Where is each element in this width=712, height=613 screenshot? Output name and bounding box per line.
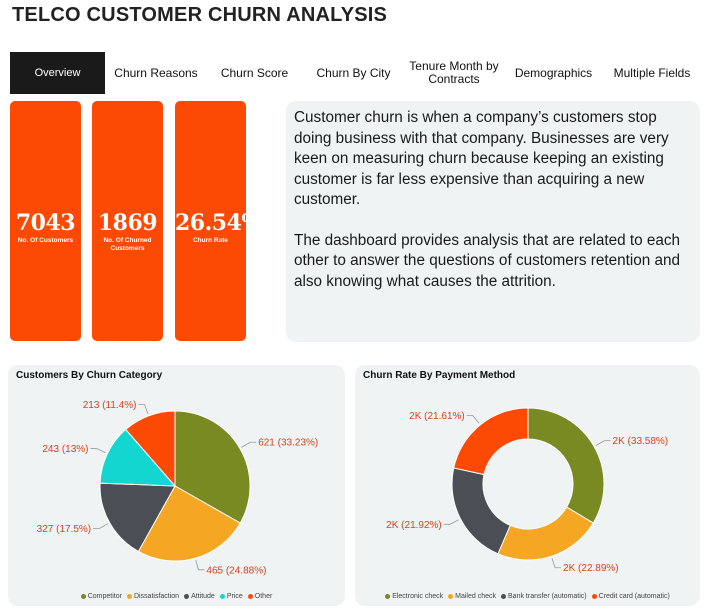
tab-churn-reasons[interactable]: Churn Reasons	[114, 65, 198, 80]
legend-item-price: Price	[219, 593, 243, 600]
tab-churn-score[interactable]: Churn Score	[220, 65, 289, 80]
data-label-credit-card-automatic: 2K (21.61%)	[409, 411, 465, 422]
data-label-electronic-check: 2K (33.58%)	[613, 436, 669, 447]
payment-method-card: Churn Rate By Payment Method 2K (33.58%)…	[355, 365, 700, 606]
leader-line-price	[90, 448, 106, 454]
tab-multiple-fields[interactable]: Multiple Fields	[613, 65, 691, 80]
leader-line-attitude	[93, 523, 109, 530]
kpi-churn-rate-value: 26.54%	[175, 210, 262, 236]
kpi-customers-card: 7043 No. Of Customers	[10, 101, 81, 341]
legend-dot-icon	[501, 594, 507, 599]
churn-category-card: Customers By Churn Category 621 (33.23%)…	[8, 365, 345, 606]
kpi-churned-card: 1869 No. Of Churned Customers	[92, 101, 163, 341]
legend-item-other: Other	[247, 593, 273, 600]
legend-item-dissatisfaction: Dissatisfaction	[126, 593, 180, 600]
description-panel: Customer churn is when a company’s custo…	[286, 101, 700, 342]
dashboard-title: TELCO CUSTOMER CHURN ANALYSIS	[12, 4, 388, 26]
slice-attitude[interactable]	[99, 482, 176, 553]
leader-line-dissatisfaction	[195, 560, 205, 571]
slice-electronic-check[interactable]	[527, 407, 605, 524]
slice-competitor[interactable]	[174, 410, 251, 524]
leader-line-bank-transfer-automatic	[443, 519, 459, 525]
legend-item-competitor: Competitor	[80, 593, 122, 600]
slice-price[interactable]	[99, 428, 177, 487]
legend-label: Competitor	[87, 593, 122, 600]
slice-dissatisfaction[interactable]	[137, 485, 241, 562]
tab-tenure-month-by-contracts[interactable]: Tenure Month by Contracts	[409, 59, 499, 86]
leader-line-mailed-check	[551, 558, 562, 569]
data-label-dissatisfaction: 465 (24.88%)	[206, 565, 266, 576]
tab-overview[interactable]: Overview	[10, 52, 105, 94]
leader-line-credit-card-automatic	[466, 415, 480, 424]
data-label-competitor: 621 (33.23%)	[258, 438, 318, 449]
churn-category-pie-chart: 621 (33.23%) 465 (24.88%) 327 (17.5%) 243 (…	[37, 400, 319, 576]
data-label-attitude: 327 (17.5%)	[37, 524, 91, 535]
kpi-churn-rate-label: Churn Rate	[192, 237, 229, 244]
slice-mailed-check[interactable]	[497, 506, 594, 561]
leader-line-other	[138, 404, 149, 415]
legend-dot-icon	[126, 594, 132, 599]
tab-churn-by-city[interactable]: Churn By City	[316, 65, 391, 80]
legend-label: Mailed check	[455, 593, 497, 600]
legend-item-electronic-check: Electronic check	[385, 593, 443, 600]
legend-label: Bank transfer (automatic)	[508, 593, 587, 600]
data-label-mailed-check: 2K (22.89%)	[563, 563, 619, 574]
description-paragraph-2: The dashboard provides analysis that are…	[294, 231, 681, 290]
tab-demographics[interactable]: Demographics	[514, 65, 593, 80]
leader-line-electronic-check	[595, 440, 611, 446]
churn-category-title: Customers By Churn Category	[16, 370, 163, 381]
legend-item-bank-transfer-automatic: Bank transfer (automatic)	[501, 593, 587, 600]
slice-other[interactable]	[125, 410, 176, 488]
legend-item-attitude: Attitude	[184, 593, 215, 600]
legend-label: Electronic check	[392, 593, 444, 600]
tab-bar: Overview Churn Reasons Churn Score Churn…	[10, 52, 702, 94]
legend-dot-icon	[385, 594, 391, 599]
data-label-price: 243 (13%)	[42, 444, 88, 455]
payment-method-legend: Electronic check Mailed check Bank transfe…	[355, 593, 700, 600]
kpi-churned-label: No. Of Churned Customers	[103, 237, 152, 252]
data-label-other: 213 (11.4%)	[83, 400, 137, 411]
kpi-churn-rate-card: 26.54% Churn Rate	[175, 101, 262, 341]
payment-method-title: Churn Rate By Payment Method	[363, 370, 516, 381]
legend-dot-icon	[247, 594, 253, 599]
legend-dot-icon	[448, 594, 454, 599]
legend-label: Price	[226, 593, 243, 600]
payment-method-donut-chart: 2K (33.58%) 2K (22.89%) 2K (21.92%) 2K (21.…	[386, 407, 669, 574]
legend-label: Other	[254, 593, 273, 600]
slice-bank-transfer-automatic[interactable]	[451, 467, 511, 555]
description-paragraph-1: Customer churn is when a company’s custo…	[294, 109, 669, 208]
legend-label: Credit card (automatic)	[598, 593, 670, 600]
legend-dot-icon	[184, 594, 190, 599]
legend-dot-icon	[591, 594, 597, 599]
legend-label: Dissatisfaction	[133, 593, 180, 600]
leader-line-competitor	[241, 441, 257, 448]
legend-item-credit-card-automatic: Credit card (automatic)	[591, 593, 670, 600]
churn-category-legend: Competitor Dissatisfaction Attitude Price Ot…	[8, 593, 345, 600]
legend-dot-icon	[80, 594, 86, 599]
kpi-customers-value: 7043	[15, 210, 76, 236]
legend-item-mailed-check: Mailed check	[448, 593, 496, 600]
kpi-churned-value: 1869	[97, 210, 158, 236]
slice-credit-card-automatic[interactable]	[453, 407, 529, 476]
kpi-customers-label: No. Of Customers	[17, 237, 74, 244]
legend-dot-icon	[219, 594, 225, 599]
legend-label: Attitude	[191, 593, 215, 600]
data-label-bank-transfer-automatic: 2K (21.92%)	[386, 520, 442, 531]
